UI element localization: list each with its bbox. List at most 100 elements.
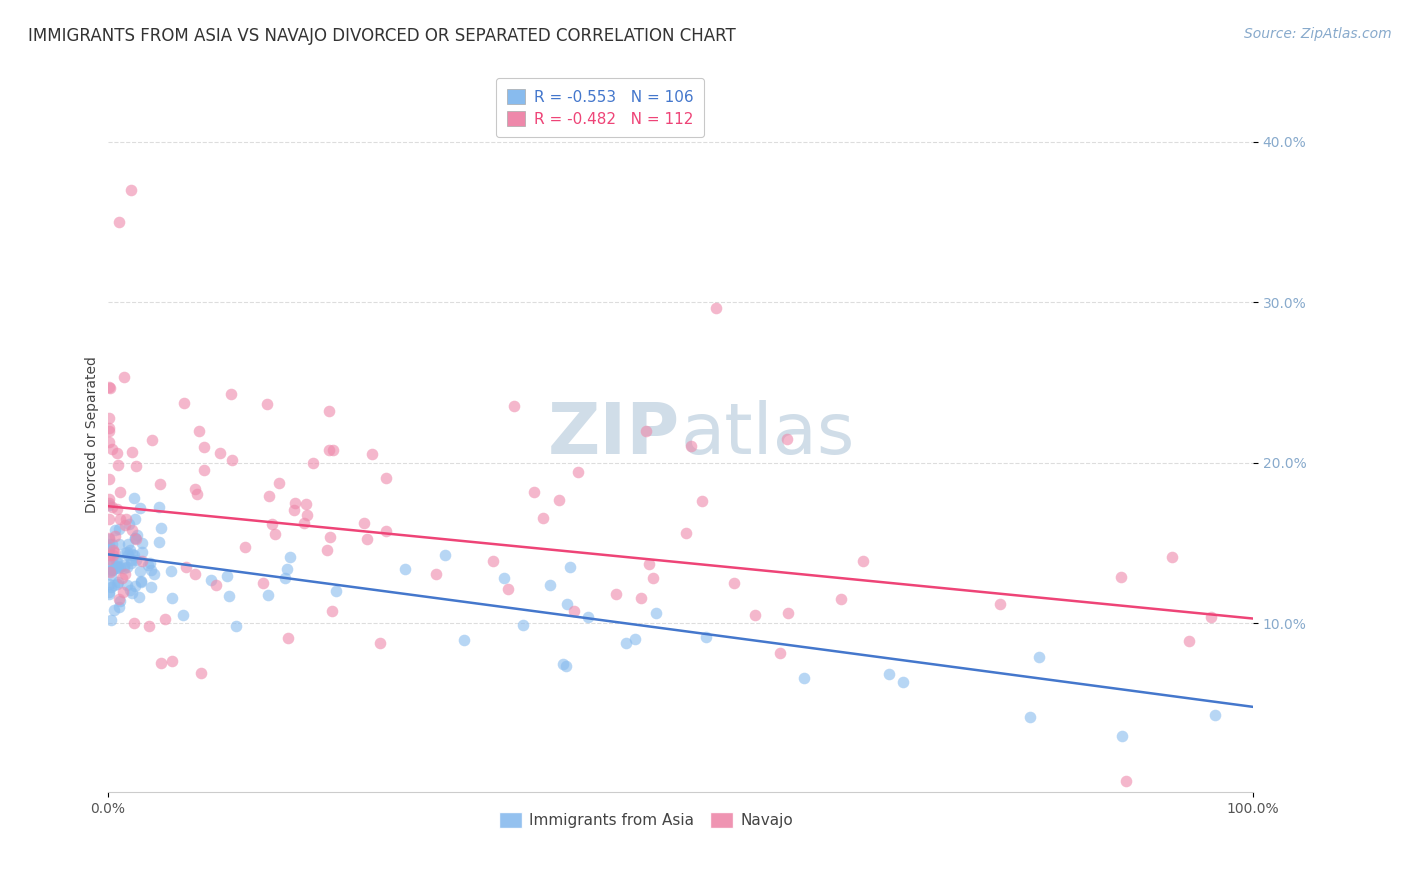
Point [190, 666, 212, 681]
Point [150, 521, 173, 535]
Point [172, 608, 194, 623]
Point [776, 606, 799, 620]
Point [115, 545, 138, 559]
Point [297, 508, 319, 522]
Point [394, 562, 416, 576]
Point [193, 463, 215, 477]
Point [138, 619, 160, 633]
Point [624, 632, 647, 646]
Text: IMMIGRANTS FROM ASIA VS NAVAJO DIVORCED OR SEPARATED CORRELATION CHART: IMMIGRANTS FROM ASIA VS NAVAJO DIVORCED … [28, 27, 735, 45]
Point [645, 607, 668, 621]
Point [97, 533, 120, 547]
Point [188, 424, 211, 438]
Point [111, 571, 134, 585]
Point [637, 557, 659, 571]
Point [1111, 729, 1133, 743]
Point [1109, 570, 1132, 584]
Point [97, 496, 120, 510]
Point [218, 589, 240, 603]
Point [260, 517, 283, 532]
Point [131, 554, 153, 568]
Point [114, 546, 136, 560]
Point [124, 532, 146, 546]
Point [263, 527, 285, 541]
Point [97, 536, 120, 550]
Point [124, 579, 146, 593]
Point [108, 592, 131, 607]
Point [105, 553, 128, 567]
Point [605, 587, 627, 601]
Point [103, 578, 125, 592]
Point [97, 552, 120, 566]
Point [98, 381, 121, 395]
Point [830, 591, 852, 606]
Point [97, 498, 120, 512]
Point [100, 567, 122, 582]
Point [120, 543, 142, 558]
Point [353, 516, 375, 530]
Point [503, 399, 526, 413]
Point [104, 523, 127, 537]
Point [558, 559, 581, 574]
Point [136, 558, 159, 572]
Point [97, 411, 120, 425]
Point [103, 545, 125, 559]
Point [121, 586, 143, 600]
Point [276, 562, 298, 576]
Point [97, 587, 120, 601]
Point [159, 564, 181, 578]
Point [316, 543, 339, 558]
Y-axis label: Divorced or Separated: Divorced or Separated [86, 356, 100, 513]
Point [555, 598, 578, 612]
Point [160, 654, 183, 668]
Point [108, 484, 131, 499]
Point [142, 567, 165, 582]
Point [576, 610, 599, 624]
Point [614, 636, 637, 650]
Point [277, 631, 299, 645]
Point [122, 615, 145, 630]
Point [125, 458, 148, 473]
Point [97, 531, 120, 545]
Point [111, 585, 134, 599]
Point [97, 585, 120, 599]
Point [149, 476, 172, 491]
Point [117, 537, 139, 551]
Point [124, 491, 146, 506]
Point [523, 485, 546, 500]
Point [225, 619, 247, 633]
Point [128, 501, 150, 516]
Point [103, 603, 125, 617]
Point [97, 541, 120, 556]
Point [567, 466, 589, 480]
Point [208, 446, 231, 460]
Text: ZIP: ZIP [548, 401, 681, 469]
Point [124, 549, 146, 563]
Point [1199, 610, 1222, 624]
Point [319, 530, 342, 544]
Point [221, 453, 243, 467]
Point [283, 503, 305, 517]
Point [150, 657, 173, 671]
Point [1028, 650, 1050, 665]
Point [776, 432, 799, 446]
Point [101, 442, 124, 456]
Point [257, 588, 280, 602]
Point [1115, 774, 1137, 789]
Point [512, 618, 534, 632]
Point [108, 215, 131, 229]
Point [205, 578, 228, 592]
Point [114, 567, 136, 582]
Point [128, 564, 150, 578]
Point [98, 565, 121, 579]
Legend: Immigrants from Asia, Navajo: Immigrants from Asia, Navajo [492, 806, 799, 834]
Point [129, 574, 152, 588]
Point [294, 497, 316, 511]
Point [97, 435, 120, 450]
Point [681, 439, 703, 453]
Point [1178, 634, 1201, 648]
Point [278, 549, 301, 564]
Point [184, 483, 207, 497]
Point [564, 604, 586, 618]
Point [704, 301, 727, 315]
